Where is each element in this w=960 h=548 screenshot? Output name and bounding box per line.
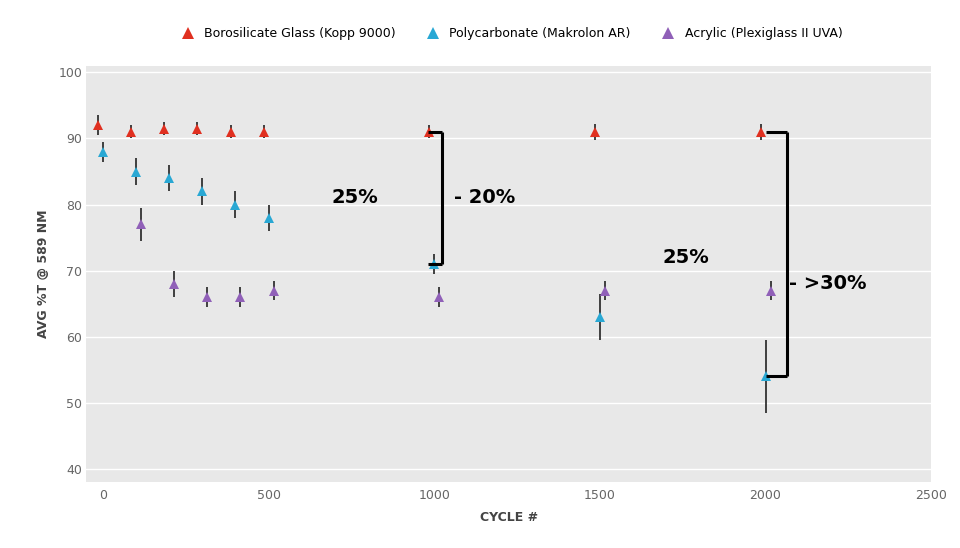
- Y-axis label: AVG %T @ 589 NM: AVG %T @ 589 NM: [37, 210, 50, 338]
- Text: 25%: 25%: [331, 189, 378, 208]
- X-axis label: CYCLE #: CYCLE #: [480, 511, 538, 523]
- Text: - 20%: - 20%: [454, 189, 516, 208]
- Text: 25%: 25%: [662, 248, 709, 267]
- Legend: Borosilicate Glass (Kopp 9000), Polycarbonate (Makrolon AR), Acrylic (Plexiglass: Borosilicate Glass (Kopp 9000), Polycarb…: [170, 22, 848, 45]
- Text: - >30%: - >30%: [789, 275, 866, 293]
